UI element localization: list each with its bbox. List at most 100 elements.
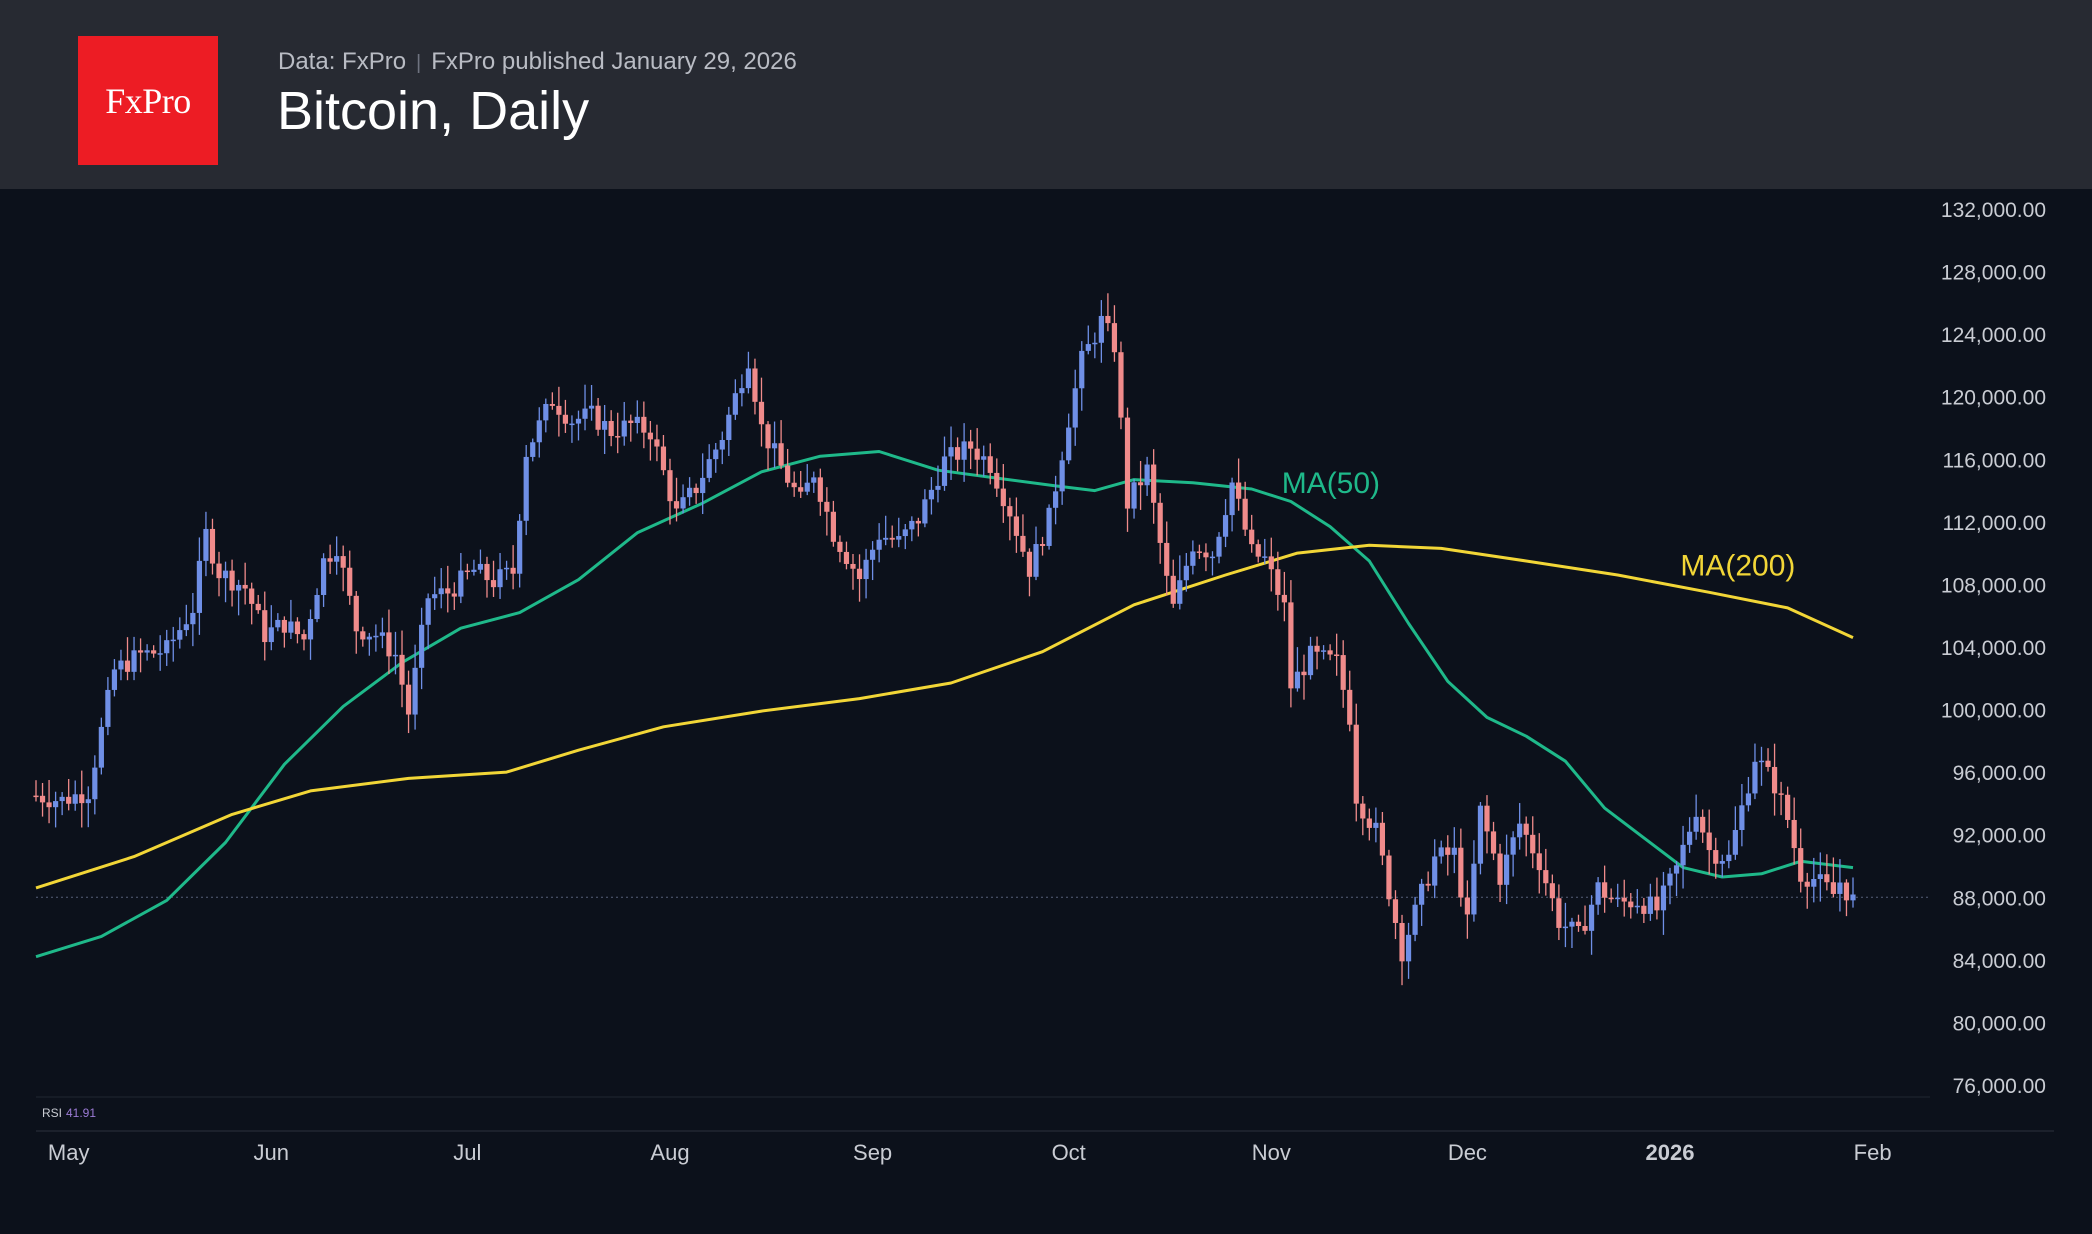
candle-body xyxy=(1634,905,1640,908)
candle-body xyxy=(340,556,346,568)
candle-body xyxy=(314,594,320,620)
candle-body xyxy=(366,636,372,640)
candle-body xyxy=(137,650,144,653)
chart-grid xyxy=(36,896,2054,1132)
candle-body xyxy=(1628,901,1634,908)
candle-body xyxy=(490,580,497,588)
candle-body xyxy=(948,447,954,457)
candle-body xyxy=(1236,482,1242,499)
candle-body xyxy=(1059,460,1065,492)
candle-body xyxy=(1170,575,1176,604)
chart-meta: Data: FxPro | FxPro published January 29, … xyxy=(278,48,797,76)
candle-body xyxy=(941,456,948,486)
candle-body xyxy=(1098,315,1104,343)
candle-body xyxy=(1484,805,1490,832)
candle-body xyxy=(1830,882,1836,894)
candle-body xyxy=(1588,904,1595,931)
candle-body xyxy=(1020,535,1026,552)
candle-body xyxy=(1294,671,1301,689)
candle-body xyxy=(1771,766,1778,794)
candle-body xyxy=(111,669,118,690)
y-tick-label: 100,000.00 xyxy=(1941,700,2046,723)
candle-body xyxy=(144,650,150,653)
data-source: Data: FxPro xyxy=(278,48,407,75)
candle-body xyxy=(360,631,366,640)
candle-body xyxy=(680,497,686,509)
candle-body xyxy=(1510,837,1516,855)
y-tick-label: 132,000.00 xyxy=(1941,199,2046,222)
candle-body xyxy=(1477,805,1484,864)
candle-body xyxy=(1425,883,1431,886)
candle-body xyxy=(46,802,52,808)
candle-body xyxy=(530,442,536,457)
candle-body xyxy=(693,487,699,494)
candle-body xyxy=(1595,882,1601,905)
candle-body xyxy=(438,588,444,595)
candle-body xyxy=(1582,925,1588,931)
candle-body xyxy=(739,388,745,394)
candle-body xyxy=(399,654,405,685)
candle-body xyxy=(582,408,588,419)
candle-body xyxy=(954,447,961,460)
candle-body xyxy=(170,639,176,642)
candle-body xyxy=(1268,556,1274,570)
candles xyxy=(33,293,1856,986)
candle-body xyxy=(562,414,569,424)
candle-body xyxy=(994,472,1000,489)
candle-body xyxy=(1360,803,1366,819)
candle-body xyxy=(1641,905,1647,914)
candle-body xyxy=(183,624,189,631)
y-tick-label: 112,000.00 xyxy=(1942,512,2046,535)
candle-body xyxy=(419,624,425,668)
rsi-name: RSI xyxy=(42,1106,62,1120)
candle-body xyxy=(320,558,327,595)
candle-body xyxy=(1497,853,1503,885)
candle-body xyxy=(1079,350,1085,389)
candle-body xyxy=(1007,506,1013,517)
x-tick-label: 2026 xyxy=(1646,1140,1695,1165)
candle-body xyxy=(1804,881,1810,887)
candle-body xyxy=(1386,855,1392,900)
candle-body xyxy=(1229,482,1235,516)
candle-body xyxy=(830,511,836,542)
candle-body xyxy=(1131,482,1137,509)
candle-body xyxy=(536,420,542,443)
candle-body xyxy=(1850,894,1856,901)
candle-body xyxy=(1471,863,1477,915)
candle-body xyxy=(935,485,941,490)
candle-body xyxy=(1719,861,1725,864)
candle-body xyxy=(1216,536,1222,557)
x-tick-label: Sep xyxy=(853,1140,892,1165)
candle-body xyxy=(798,487,804,492)
candle-body xyxy=(1445,847,1451,855)
candle-body xyxy=(1196,551,1203,553)
candle-body xyxy=(92,767,98,800)
candle-body xyxy=(745,368,752,389)
candle-body xyxy=(255,603,261,611)
candle-body xyxy=(1432,856,1438,886)
candle-body xyxy=(1615,897,1621,900)
candle-body xyxy=(1791,819,1797,849)
candle-body xyxy=(883,537,889,540)
candle-body xyxy=(1327,650,1333,655)
candle-body xyxy=(432,594,438,599)
candle-body xyxy=(1765,760,1771,767)
candle-body xyxy=(1451,847,1457,855)
candle-body xyxy=(1307,645,1314,676)
candle-body xyxy=(889,537,895,540)
candle-body xyxy=(1798,848,1804,882)
candle-body xyxy=(1503,854,1510,885)
x-tick-label: May xyxy=(48,1140,90,1165)
candle-body xyxy=(902,529,908,537)
candle-body xyxy=(1824,874,1830,883)
candle-body xyxy=(1085,344,1091,351)
candle-body xyxy=(1569,921,1575,927)
candle-body xyxy=(164,640,170,654)
candle-body xyxy=(1379,822,1386,856)
candle-body xyxy=(726,414,732,441)
candle-body xyxy=(909,520,915,530)
header-bar: FxPro Data: FxPro | FxPro published Januar… xyxy=(0,0,2092,189)
candle-body xyxy=(811,477,817,483)
candle-body xyxy=(667,470,673,502)
candle-body xyxy=(660,446,667,471)
